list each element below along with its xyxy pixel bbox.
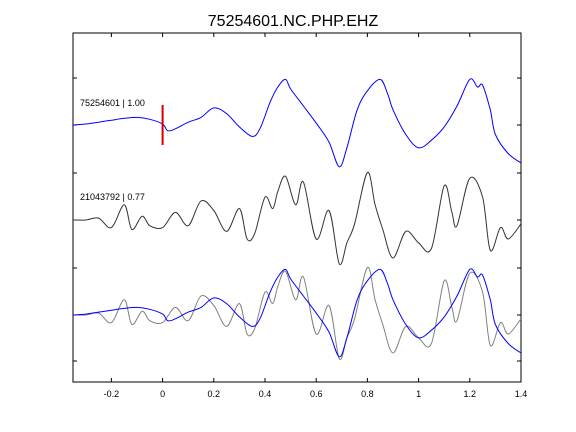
trace-line-secondary	[72, 171, 522, 266]
x-tick-label: 1	[416, 389, 421, 399]
x-tick-label: 1.4	[515, 389, 528, 399]
chart-title: 75254601.NC.PHP.EHZ	[208, 13, 379, 30]
overlay-line-secondary	[72, 266, 522, 361]
trace-label-primary: 75254601 | 1.00	[80, 98, 145, 108]
x-tick-label: 0.6	[310, 389, 323, 399]
overlay-line-primary	[72, 268, 522, 358]
x-tick-label: 0.8	[361, 389, 374, 399]
x-tick-label: 1.2	[464, 389, 477, 399]
x-tick-label: 0	[160, 389, 165, 399]
x-tick-label: 0.2	[208, 389, 221, 399]
x-tick-label: 0.4	[259, 389, 272, 399]
trace-line-primary	[72, 78, 522, 168]
trace-label-secondary: 21043792 | 0.77	[80, 192, 145, 202]
plot-frame	[72, 32, 522, 383]
trace-group	[72, 78, 522, 361]
x-axis: -0.2 0 0.2 0.4 0.6 0.8 1 1.2 1.4	[104, 33, 528, 399]
x-tick-label: -0.2	[104, 389, 120, 399]
